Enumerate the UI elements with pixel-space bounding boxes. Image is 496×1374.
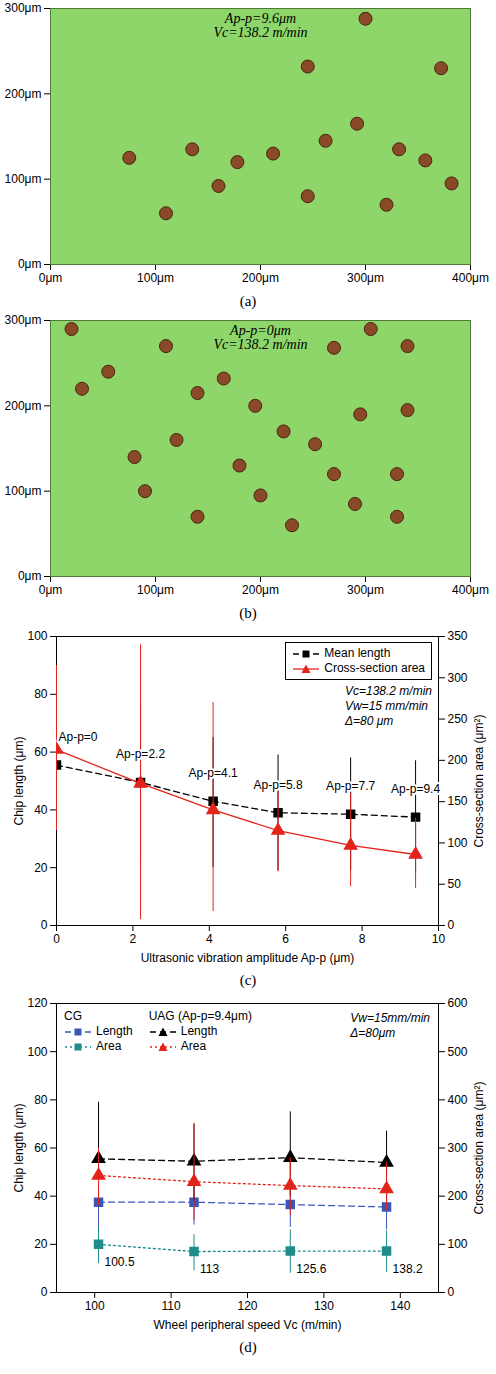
svg-text:400μm: 400μm <box>452 271 489 285</box>
svg-text:100: 100 <box>85 1299 105 1313</box>
svg-text:400: 400 <box>448 1093 468 1107</box>
svg-text:120: 120 <box>27 996 47 1010</box>
svg-text:Cross-section area (μm²): Cross-section area (μm²) <box>472 1082 486 1215</box>
svg-text:Ap-p=4.1: Ap-p=4.1 <box>189 766 238 780</box>
svg-text:10: 10 <box>432 932 446 946</box>
svg-text:300: 300 <box>448 671 468 685</box>
svg-text:200: 200 <box>448 1189 468 1203</box>
svg-text:Ultrasonic vibration amplitude: Ultrasonic vibration amplitude Ap-p (μm) <box>141 951 355 965</box>
svg-text:40: 40 <box>34 1189 48 1203</box>
svg-text:Chip length (μm): Chip length (μm) <box>12 1104 26 1193</box>
svg-text:150: 150 <box>448 794 468 808</box>
svg-text:200: 200 <box>448 753 468 767</box>
html-text:Area: Area <box>96 1039 122 1053</box>
svg-text:0: 0 <box>41 918 48 932</box>
svg-text:20: 20 <box>34 1237 48 1251</box>
html-text:Vw=15 mm/min: Vw=15 mm/min <box>345 699 428 713</box>
svg-text:Chip length (μm): Chip length (μm) <box>12 737 26 826</box>
svg-text:0: 0 <box>41 1285 48 1299</box>
html-text:Area: Area <box>180 1039 207 1053</box>
svg-text:300μm: 300μm <box>347 583 384 597</box>
svg-text:110: 110 <box>162 1299 181 1313</box>
html-text:(d): (d) <box>239 1339 257 1355</box>
html-text:Cross-section area: Cross-section area <box>324 661 425 675</box>
svg-text:Ap-p=0μmVc=138.2 m/min: Ap-p=0μmVc=138.2 m/min <box>213 323 307 352</box>
svg-text:300μm: 300μm <box>5 313 42 327</box>
svg-text:100μm: 100μm <box>137 271 174 285</box>
svg-text:2: 2 <box>130 932 137 946</box>
html-text:(c): (c) <box>239 972 257 988</box>
svg-text:0μm: 0μm <box>18 257 42 271</box>
svg-text:4: 4 <box>206 932 213 946</box>
html-text:Length: Length <box>96 1024 133 1038</box>
html-text:CG: CG <box>64 1009 82 1023</box>
svg-text:125.6: 125.6 <box>296 1262 326 1276</box>
svg-text:60: 60 <box>34 745 48 759</box>
svg-text:200μm: 200μm <box>5 87 42 101</box>
svg-text:Ap-p=0: Ap-p=0 <box>59 730 98 744</box>
svg-text:113: 113 <box>200 1262 219 1276</box>
svg-text:Ap-p=9.6μmVc=138.2 m/min: Ap-p=9.6μmVc=138.2 m/min <box>213 11 307 40</box>
svg-text:Cross-section area (μm²): Cross-section area (μm²) <box>472 715 486 848</box>
svg-text:6: 6 <box>282 932 289 946</box>
svg-text:200μm: 200μm <box>242 271 279 285</box>
svg-text:200μm: 200μm <box>5 399 42 413</box>
svg-text:0μm: 0μm <box>39 271 63 285</box>
svg-text:100: 100 <box>448 1237 468 1251</box>
svg-text:100μm: 100μm <box>137 583 174 597</box>
svg-text:500: 500 <box>448 1045 468 1059</box>
svg-text:100.5: 100.5 <box>105 1255 135 1269</box>
html-text:Mean length: Mean length <box>324 646 391 660</box>
svg-text:100: 100 <box>448 836 468 850</box>
svg-text:8: 8 <box>359 932 366 946</box>
svg-text:600: 600 <box>448 996 468 1010</box>
html-text:Δ=80μm: Δ=80μm <box>350 1026 396 1040</box>
svg-text:400μm: 400μm <box>452 583 489 597</box>
html-text:(b): (b) <box>239 605 257 621</box>
svg-text:300μm: 300μm <box>5 1 42 15</box>
svg-text:200μm: 200μm <box>242 583 279 597</box>
html-text:Δ=80 μm: Δ=80 μm <box>345 714 394 728</box>
svg-text:20: 20 <box>34 861 48 875</box>
svg-text:120: 120 <box>237 1299 257 1313</box>
svg-text:Ap-p=9.4: Ap-p=9.4 <box>391 782 440 796</box>
svg-text:0: 0 <box>448 1285 455 1299</box>
svg-text:100: 100 <box>27 1045 47 1059</box>
svg-text:60: 60 <box>34 1141 48 1155</box>
svg-text:130: 130 <box>314 1299 334 1313</box>
svg-text:300: 300 <box>448 1141 468 1155</box>
svg-text:0: 0 <box>53 932 60 946</box>
svg-text:Ap-p=5.8: Ap-p=5.8 <box>254 778 303 792</box>
svg-text:80: 80 <box>34 687 48 701</box>
html-text:UAG (Ap-p=9.4μm): UAG (Ap-p=9.4μm) <box>148 1009 252 1023</box>
svg-text:100μm: 100μm <box>5 172 42 186</box>
html-text:Length: Length <box>180 1024 218 1038</box>
svg-text:138.2: 138.2 <box>393 1262 423 1276</box>
svg-text:0: 0 <box>448 918 455 932</box>
html-text:Vw=15mm/min: Vw=15mm/min <box>350 1011 430 1025</box>
svg-text:Ap-p=2.2: Ap-p=2.2 <box>116 747 165 761</box>
svg-text:40: 40 <box>34 803 48 817</box>
svg-text:0μm: 0μm <box>18 569 42 583</box>
svg-text:140: 140 <box>390 1299 410 1313</box>
svg-text:0μm: 0μm <box>39 583 63 597</box>
svg-text:100μm: 100μm <box>5 484 42 498</box>
html-text:(a): (a) <box>239 293 257 309</box>
svg-text:100: 100 <box>27 629 47 643</box>
svg-text:350: 350 <box>448 629 468 643</box>
svg-text:250: 250 <box>448 712 468 726</box>
svg-text:300μm: 300μm <box>347 271 384 285</box>
svg-text:Wheel peripheral speed Vc (m/m: Wheel peripheral speed Vc (m/min) <box>153 1318 341 1332</box>
svg-text:80: 80 <box>34 1093 48 1107</box>
html-text:Vc=138.2 m/min: Vc=138.2 m/min <box>345 684 432 698</box>
svg-text:Ap-p=7.7: Ap-p=7.7 <box>326 779 375 793</box>
svg-text:50: 50 <box>448 877 462 891</box>
